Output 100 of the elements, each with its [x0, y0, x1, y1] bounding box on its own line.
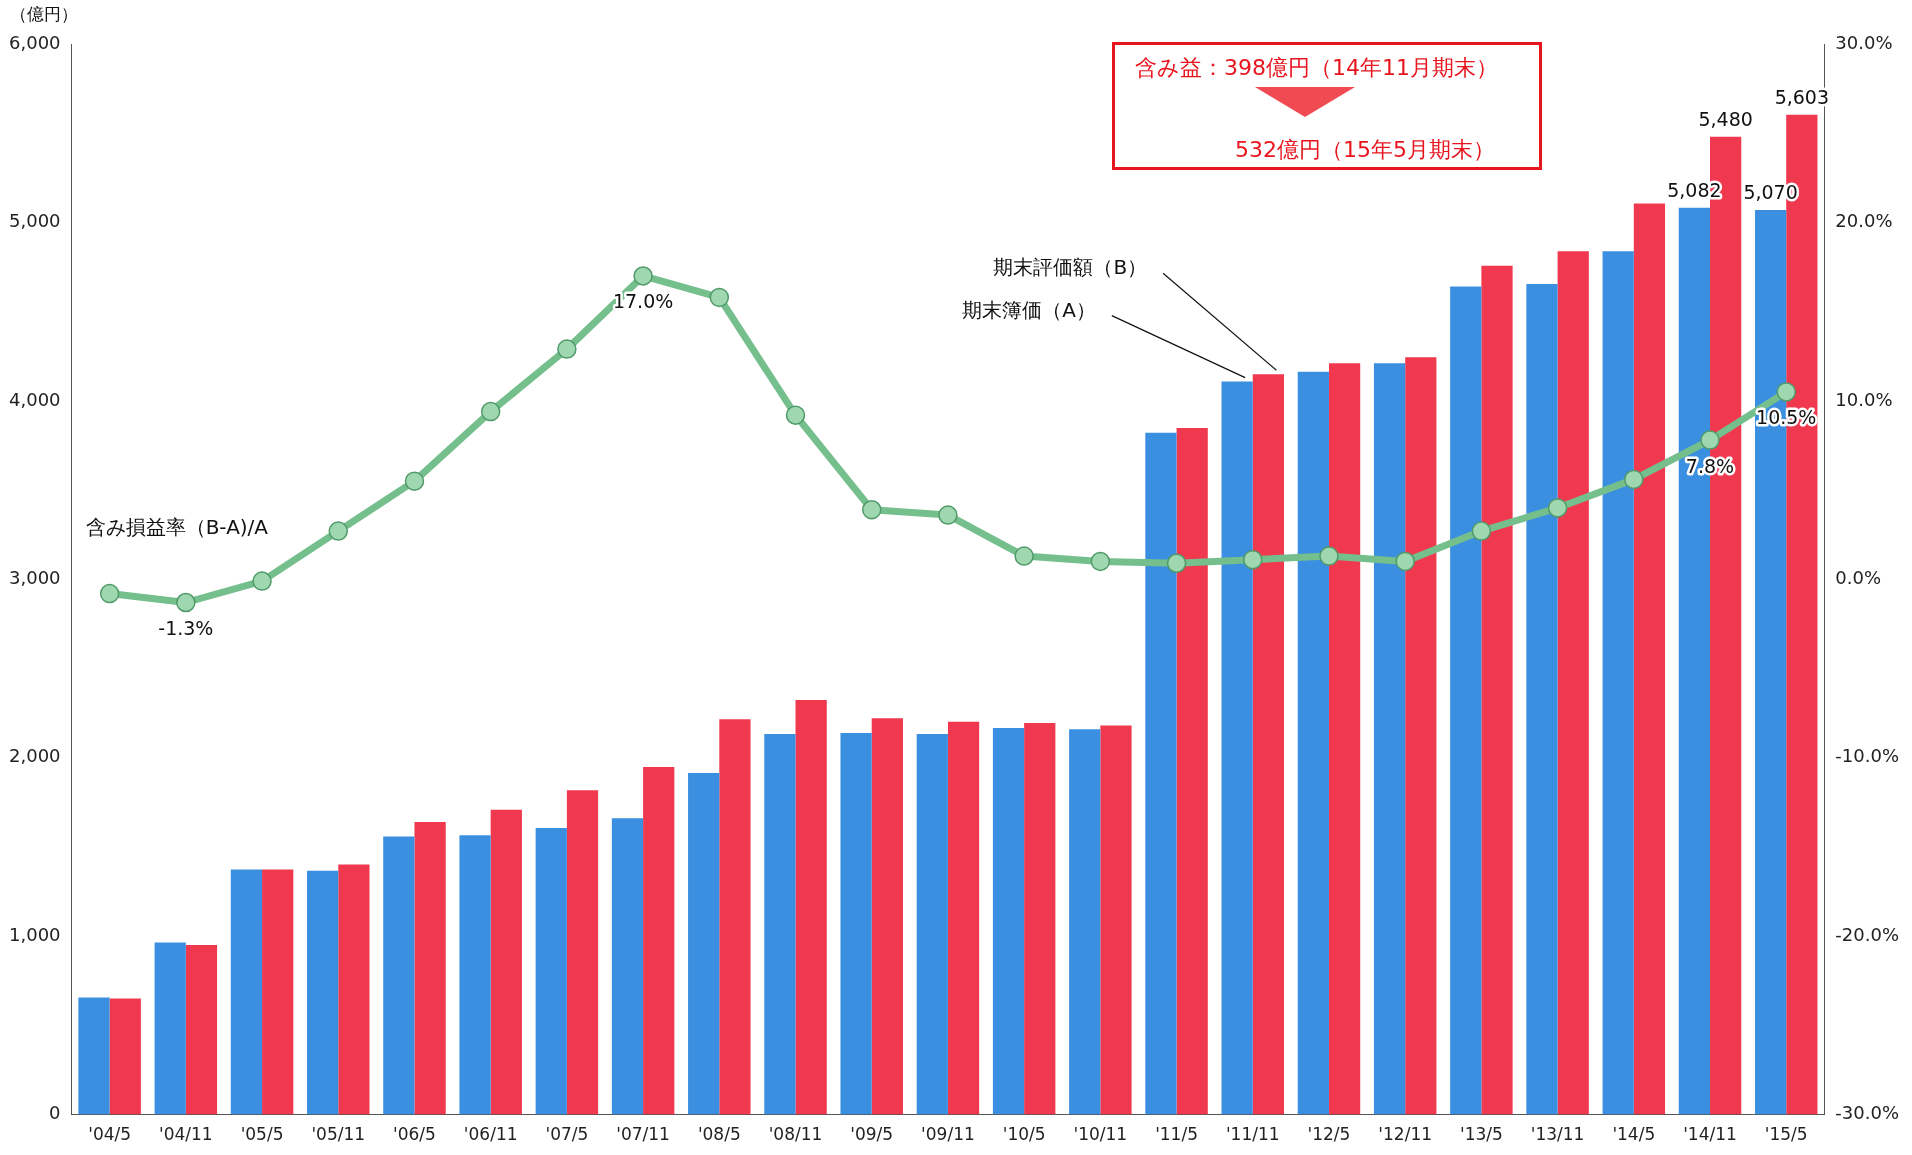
bar [109, 998, 141, 1115]
point [1776, 382, 1796, 402]
bar [1069, 729, 1101, 1115]
x-tick-label: '05/5 [240, 1124, 284, 1145]
bar [1557, 251, 1589, 1115]
bar [1221, 381, 1253, 1115]
point [252, 571, 272, 591]
bar [262, 869, 294, 1115]
y2-tick-label: 20.0% [1835, 210, 1893, 232]
point [1471, 521, 1492, 541]
bar [414, 821, 446, 1115]
x-tick-label: '14/11 [1683, 1124, 1737, 1145]
point [1700, 430, 1720, 450]
text: 期末簿価（A） [962, 297, 1096, 322]
x-tick-label: '04/11 [159, 1124, 213, 1145]
y-tick-label: 4,000 [9, 388, 61, 410]
point [328, 521, 349, 541]
data-label: 7.8% [1685, 454, 1735, 477]
y2-tick-label: -20.0% [1835, 923, 1900, 945]
bar [1100, 725, 1132, 1115]
bar [566, 790, 599, 1115]
bar [1633, 203, 1666, 1115]
bar [916, 734, 948, 1115]
bar [947, 721, 980, 1115]
y2-tick-label: 10.0% [1835, 388, 1893, 410]
point [1395, 551, 1415, 572]
bar [185, 945, 218, 1115]
point [99, 583, 120, 604]
x-tick-label: '08/5 [697, 1124, 741, 1145]
y2-tick-label: -30.0% [1835, 1102, 1900, 1124]
x-tick-label: '12/5 [1307, 1124, 1351, 1145]
bar [1328, 363, 1361, 1115]
bar [1024, 723, 1056, 1115]
bar [307, 870, 339, 1115]
x-tick-label: '09/11 [921, 1124, 975, 1145]
y-tick-label: 6,000 [9, 31, 61, 53]
bar [871, 718, 903, 1115]
x-tick-label: '12/11 [1378, 1124, 1433, 1145]
x-tick-label: '08/11 [768, 1124, 823, 1145]
point [1014, 546, 1034, 566]
bar [764, 734, 796, 1115]
point [1090, 551, 1111, 572]
bar [459, 835, 491, 1115]
x-tick-label: '13/11 [1530, 1124, 1585, 1145]
y-tick-label: 3,000 [9, 566, 61, 588]
bar [643, 767, 675, 1115]
bar [535, 828, 567, 1115]
x-tick-label: '07/11 [616, 1124, 670, 1145]
point [861, 499, 882, 520]
bar [383, 836, 415, 1115]
point [1624, 469, 1644, 490]
x-tick-label: '11/11 [1225, 1124, 1280, 1145]
x-tick-label: '06/5 [393, 1124, 436, 1145]
bar [1405, 357, 1437, 1115]
x-tick-label: '07/5 [545, 1124, 589, 1145]
bar [1252, 374, 1285, 1115]
point [404, 471, 425, 491]
x-tick-label: '05/11 [311, 1124, 366, 1145]
point [1547, 498, 1568, 518]
y-tick-label: 0 [49, 1102, 61, 1124]
bar [992, 727, 1025, 1115]
point [1243, 549, 1263, 570]
bar [1176, 427, 1208, 1115]
bar [1526, 283, 1558, 1115]
x-tick-label: '13/5 [1459, 1124, 1503, 1145]
bar [840, 732, 872, 1115]
bar [230, 869, 263, 1115]
bar [338, 864, 370, 1115]
y-tick-label: 1,000 [9, 923, 61, 945]
bar [795, 699, 827, 1115]
bar [78, 997, 110, 1115]
x-tick-label: '04/5 [88, 1124, 132, 1145]
y2-tick-label: 30.0% [1835, 31, 1893, 53]
point [633, 266, 653, 286]
bar [688, 773, 720, 1115]
point [557, 339, 577, 359]
x-tick-label: '11/5 [1155, 1124, 1198, 1145]
x-tick-label: '06/11 [463, 1124, 518, 1145]
bar [719, 719, 751, 1115]
x-tick-label: '10/5 [1002, 1124, 1046, 1145]
bar [1297, 371, 1329, 1115]
y-axis-title: （億円） [10, 4, 78, 25]
x-tick-label: '09/5 [850, 1124, 894, 1145]
bar [1373, 363, 1406, 1115]
bar [154, 942, 186, 1115]
point [480, 401, 501, 422]
bar [1145, 432, 1177, 1115]
bar [1602, 251, 1634, 1115]
point [176, 592, 196, 613]
point [1166, 553, 1187, 573]
x-tick-label: '10/11 [1073, 1124, 1128, 1145]
x-tick-label: '14/5 [1612, 1124, 1656, 1145]
bar [1450, 286, 1482, 1115]
point [785, 405, 806, 425]
y-tick-label: 2,000 [9, 745, 61, 767]
point [1319, 546, 1339, 566]
data-label: 5,480 [1698, 108, 1753, 131]
bar [490, 809, 522, 1115]
callout-box: 含み益：398億円（14年11月期末） 532億円（15年5月期末） [1112, 42, 1542, 170]
y2-tick-label: -10.0% [1835, 745, 1900, 767]
